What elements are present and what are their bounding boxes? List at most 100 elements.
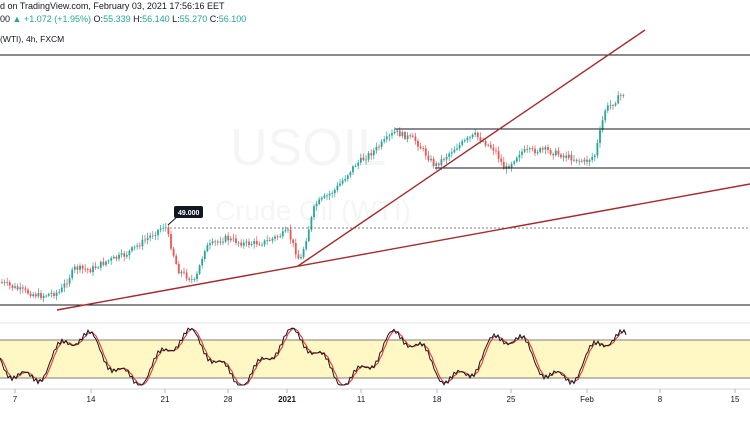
time-axis[interactable]: 7 14 21 28 2021 11 18 25 Feb 8 15 (13, 389, 740, 404)
open-label: O: (93, 14, 104, 24)
candle-body (430, 158, 432, 161)
candle-body (547, 147, 549, 151)
candle-body (580, 160, 583, 162)
candle-body (411, 135, 414, 137)
candle-body (281, 231, 284, 237)
candle-body (549, 150, 552, 154)
candle-body (68, 278, 71, 284)
candle-body (323, 195, 326, 198)
candle-body (180, 271, 183, 274)
high-label: H: (133, 14, 143, 24)
candle-body (380, 141, 383, 147)
candle-body (115, 256, 118, 259)
steep-trendline[interactable] (297, 29, 646, 267)
candle-body (541, 148, 544, 150)
candle-body (328, 193, 331, 196)
candle-body (367, 153, 370, 160)
candle-body (255, 240, 258, 245)
candle-body (391, 133, 393, 136)
candle-body (341, 180, 344, 184)
candle-body (305, 241, 308, 250)
candle-body (453, 149, 456, 153)
candle-body (601, 120, 604, 131)
long-trendline[interactable] (56, 183, 750, 311)
candle-body (378, 146, 380, 148)
candle-body (562, 155, 565, 158)
candle-body (406, 135, 409, 139)
candle-body (203, 251, 206, 259)
symbol-watermark: USOIL (230, 119, 386, 177)
symbol-text[interactable]: (WTI), 4h, FXCM (0, 34, 65, 44)
time-axis-label: 15 (731, 395, 740, 404)
candle-body (284, 230, 287, 232)
candle-body (570, 154, 573, 161)
candle-body (349, 172, 352, 176)
candle-body (50, 293, 53, 294)
candle-body (476, 132, 479, 138)
candle-body (193, 279, 196, 280)
candle-body (107, 260, 110, 262)
candle-body (55, 292, 58, 296)
candle-body (151, 235, 154, 237)
candle-body (614, 103, 617, 106)
candle-body (188, 278, 191, 280)
time-axis-label: 25 (507, 395, 516, 404)
price-label-box (174, 206, 203, 218)
candle-body (294, 243, 297, 255)
candle-body (404, 132, 406, 139)
candle-body (63, 283, 66, 288)
candle-body (79, 265, 81, 270)
candle-body (456, 148, 458, 150)
candle-body (105, 261, 107, 265)
candle-body (599, 130, 601, 143)
candle-body (552, 153, 555, 156)
candle-body (591, 156, 594, 160)
candle-body (219, 241, 222, 243)
candle-body (573, 159, 575, 161)
candle-body (315, 203, 318, 207)
candle-body (276, 236, 279, 238)
candle-body (240, 242, 243, 246)
candle-body (47, 293, 50, 296)
candle-body (110, 258, 113, 261)
candle-body (593, 155, 596, 157)
candle-body (16, 286, 19, 290)
change-arrow-icon: ▲ (12, 14, 22, 24)
candle-body (8, 282, 11, 286)
candle-body (331, 193, 334, 194)
candle-body (274, 236, 276, 239)
ohlc-prefix: 00 (0, 14, 11, 24)
candle-body (177, 263, 180, 274)
candle-body (619, 95, 622, 97)
candle-body (359, 157, 362, 163)
candle-body (250, 244, 253, 246)
candle-body (37, 292, 40, 297)
candle-body (578, 160, 581, 162)
candle-body (365, 159, 367, 161)
candle-body (66, 283, 68, 285)
candle-body (40, 292, 42, 299)
candle-body (510, 163, 513, 169)
candle-body (515, 157, 518, 162)
candle-body (326, 195, 328, 197)
candle-body (206, 245, 209, 252)
candle-body (448, 153, 451, 157)
candle-body (424, 148, 427, 156)
candle-body (422, 148, 425, 150)
candle-body (401, 132, 404, 137)
time-axis-label: 21 (161, 395, 170, 404)
candle-body (357, 162, 360, 166)
time-axis-label: 28 (224, 395, 233, 404)
candle-body (492, 147, 495, 151)
symbol-info[interactable]: (WTI), 4h, FXCM (0, 34, 64, 44)
candle-body (344, 178, 347, 181)
low-label: L: (172, 14, 180, 24)
candle-body (14, 286, 16, 288)
candle-body (237, 242, 240, 244)
candle-body (300, 257, 302, 259)
candle-body (167, 227, 170, 235)
candle-body (216, 241, 219, 243)
candle-body (42, 295, 45, 299)
candle-body (354, 165, 357, 167)
